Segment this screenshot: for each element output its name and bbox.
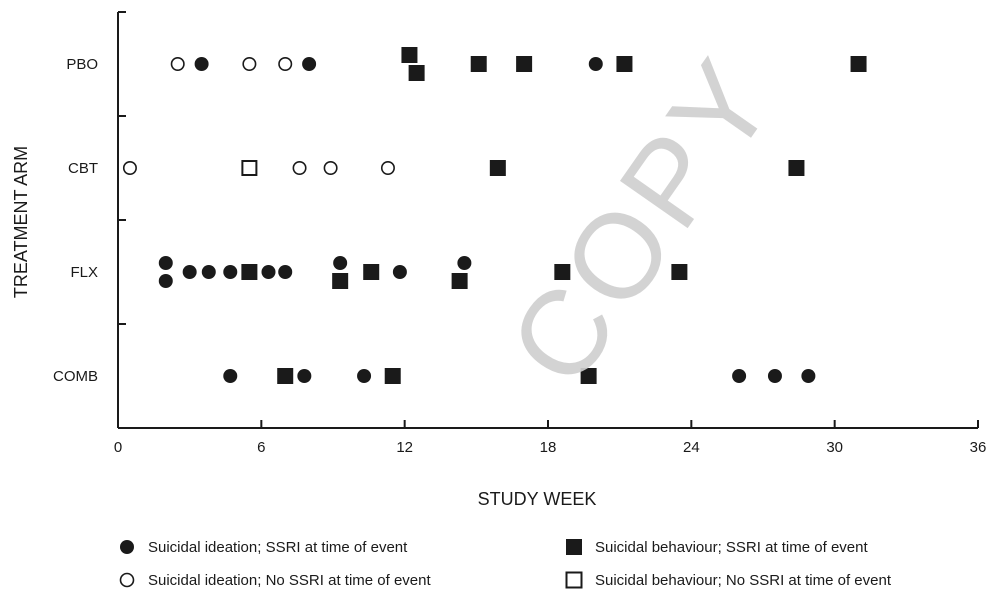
data-point-filled-square: [850, 56, 867, 72]
data-point-open-circle: [380, 161, 395, 176]
axes: 0 6 12 18 24 30 36 PBO CBT FLX COMB: [53, 11, 987, 456]
data-point-filled-circle: [158, 256, 173, 270]
data-point-filled-circle: [297, 369, 312, 383]
data-point-filled-square: [580, 368, 597, 384]
open-square-icon: [565, 571, 583, 589]
y-axis-title: TREATMENT ARM: [11, 146, 31, 298]
data-point-filled-circle: [261, 265, 276, 279]
data-point-filled-square: [363, 264, 380, 280]
data-point-filled-square: [401, 47, 418, 63]
data-point-filled-square: [384, 368, 401, 384]
x-tick-label: 36: [970, 439, 987, 456]
data-point-filled-square: [516, 56, 533, 72]
data-point-filled-square: [788, 160, 805, 176]
x-axis-title: STUDY WEEK: [478, 489, 597, 509]
data-point-filled-circle: [732, 369, 747, 383]
data-point-filled-square: [451, 273, 468, 289]
x-tick-label: 24: [683, 439, 700, 456]
data-point-open-square: [241, 160, 258, 176]
chart-marks: [122, 47, 867, 384]
legend-label: Suicidal behaviour; SSRI at time of even…: [595, 538, 868, 556]
data-point-filled-square: [332, 273, 349, 289]
data-point-filled-circle: [392, 265, 407, 279]
legend: Suicidal ideation; SSRI at time of event…: [118, 538, 978, 592]
legend-label: Suicidal ideation; No SSRI at time of ev…: [148, 571, 431, 589]
x-tick-label: 0: [114, 439, 122, 456]
x-tick-label: 30: [826, 439, 843, 456]
data-point-filled-square: [241, 264, 258, 280]
filled-circle-icon: [120, 540, 134, 554]
data-point-filled-circle: [278, 265, 293, 279]
data-point-filled-square: [671, 264, 688, 280]
data-point-open-circle: [242, 56, 257, 71]
legend-label: Suicidal ideation; SSRI at time of event: [148, 538, 408, 556]
data-point-filled-circle: [457, 256, 472, 270]
data-point-open-circle: [323, 161, 338, 176]
data-point-filled-square: [277, 368, 294, 384]
y-tick-label: FLX: [70, 264, 98, 281]
data-point-filled-circle: [302, 57, 317, 71]
data-point-filled-circle: [357, 369, 372, 383]
data-point-filled-circle: [158, 274, 173, 288]
filled-square-icon: [566, 539, 582, 555]
data-point-filled-square: [408, 65, 425, 81]
data-point-filled-square: [616, 56, 633, 72]
data-point-filled-circle: [801, 369, 816, 383]
data-point-filled-circle: [767, 369, 782, 383]
x-tick-label: 12: [396, 439, 413, 456]
data-point-filled-square: [470, 56, 487, 72]
data-point-filled-circle: [333, 256, 348, 270]
data-point-open-circle: [292, 161, 307, 176]
x-tick-label: 18: [540, 439, 557, 456]
legend-item-ideation-ssri: Suicidal ideation; SSRI at time of event: [118, 538, 407, 556]
open-circle-icon: [119, 572, 135, 588]
legend-item-behaviour-ssri: Suicidal behaviour; SSRI at time of even…: [565, 538, 868, 556]
data-point-filled-square: [489, 160, 506, 176]
data-point-filled-circle: [223, 265, 238, 279]
data-point-filled-circle: [588, 57, 603, 71]
data-point-open-circle: [278, 56, 293, 71]
x-tick-label: 6: [257, 439, 265, 456]
data-point-filled-circle: [201, 265, 216, 279]
data-point-filled-circle: [194, 57, 209, 71]
legend-item-ideation-no-ssri: Suicidal ideation; No SSRI at time of ev…: [118, 571, 431, 589]
y-tick-label: PBO: [66, 56, 98, 73]
y-tick-label: COMB: [53, 368, 98, 385]
legend-label: Suicidal behaviour; No SSRI at time of e…: [595, 571, 891, 589]
data-point-filled-circle: [223, 369, 238, 383]
legend-item-behaviour-no-ssri: Suicidal behaviour; No SSRI at time of e…: [565, 571, 891, 589]
data-point-filled-square: [554, 264, 571, 280]
data-point-filled-circle: [182, 265, 197, 279]
y-tick-label: CBT: [68, 160, 98, 177]
data-point-open-circle: [170, 56, 185, 71]
data-point-open-circle: [122, 161, 137, 176]
